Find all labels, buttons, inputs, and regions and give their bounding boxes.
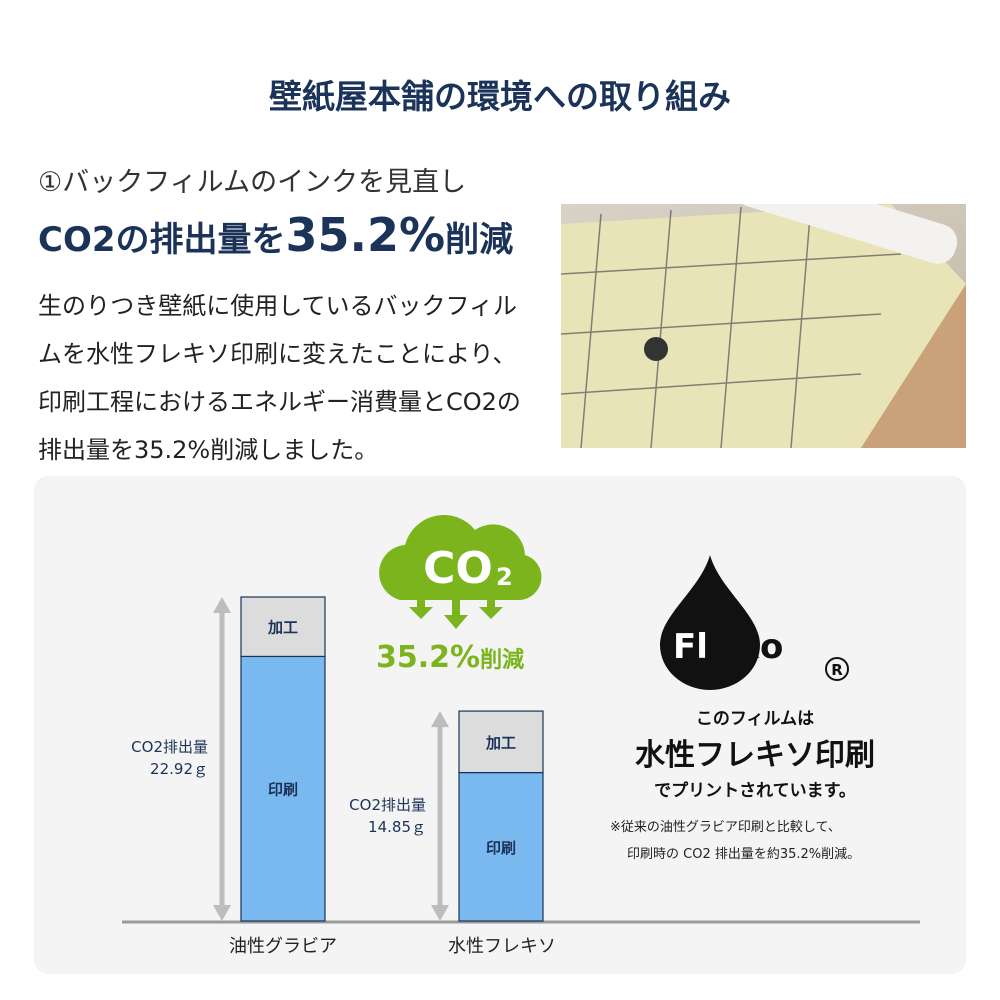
x-label-gravure: 油性グラビア [229,936,337,957]
flexo-line3: でプリントされています。 [654,781,856,801]
bar-segment-insatsu [240,655,326,922]
segment-label: 印刷 [268,781,298,799]
reduction-label: 35.2%削減 [376,640,524,675]
flexo-drop-logo: Fl exo R [660,555,849,690]
registered-letter: R [831,661,843,679]
registered-mark [825,657,849,681]
arrow-head-up [213,597,231,613]
flexo-note2: 印刷時の CO2 排出量を約35.2%削減。 [627,847,861,862]
total-label-gravure: CO2排出量 22.92ｇ [90,736,208,780]
total-label-value: 14.85ｇ [368,818,426,836]
cloud-text: CO [423,543,493,594]
cloud-subscript: 2 [496,563,513,591]
total-label-line: CO2排出量 [131,738,208,756]
headline: CO2の排出量を35.2%削減 [38,208,513,262]
arrow-head-up [431,711,449,728]
arrow-head-down [431,905,449,921]
product-photo [561,204,966,448]
flexo-logo-text: Fl [673,627,708,667]
headline-suffix: 削減 [445,220,514,260]
body-text: 生のりつき壁紙に使用しているバックフィルムを水性フレキソ印刷に変えたことにより、… [38,292,521,464]
x-label-flexo: 水性フレキソ [448,936,556,957]
flexo-logo-text-rest: exo [715,627,783,667]
segment-label: 印刷 [486,839,516,857]
total-label-line: CO2排出量 [349,796,426,814]
flexo-note1: ※従来の油性グラビア印刷と比較して、 [610,820,841,835]
arrow-head-down [213,905,231,921]
co2-cloud-icon: CO 2 [379,514,542,629]
headline-prefix: CO2の排出量を [38,220,286,260]
total-label-flexo: CO2排出量 14.85ｇ [308,794,426,838]
flexo-line2: 水性フレキソ印刷 [635,738,875,773]
reduction-value: 35.2% [376,640,481,675]
flexo-line1: このフィルムは [695,709,815,729]
bar-segment-kakou [458,710,544,774]
total-label-value: 22.92ｇ [150,760,208,778]
film-roll-illustration [561,204,966,448]
segment-label: 加工 [267,619,298,637]
segment-label: 加工 [485,734,516,752]
page-title: 壁紙屋本舗の環境への取り組み [269,77,731,116]
reduction-suffix: 削減 [480,648,525,673]
bar-segment-kakou [240,596,326,658]
headline-value: 35.2% [285,208,446,262]
subheading: ①バックフィルムのインクを見直し [38,167,467,198]
